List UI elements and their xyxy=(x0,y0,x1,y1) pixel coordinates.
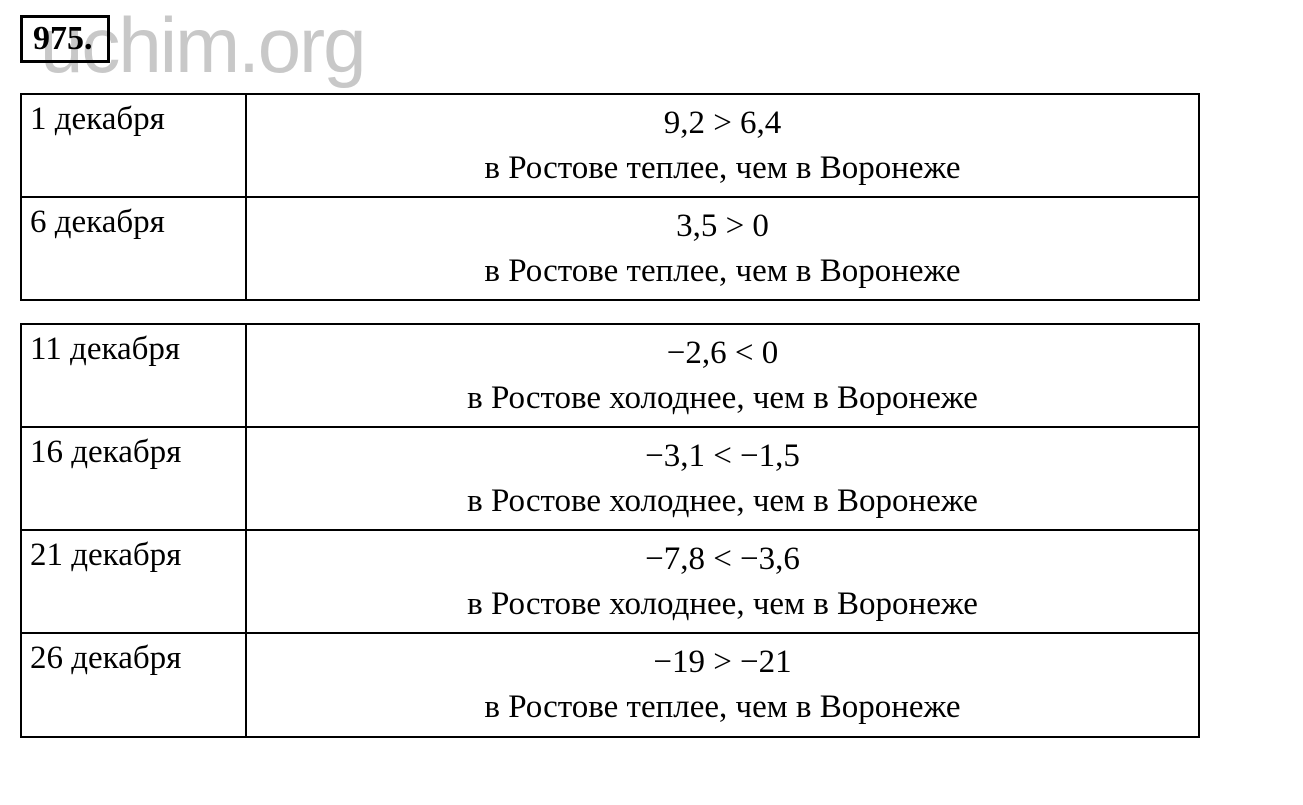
content-cell: −7,8 < −3,6 в Ростове холоднее, чем в Во… xyxy=(246,530,1199,633)
description-text: в Ростове холоднее, чем в Воронеже xyxy=(257,376,1188,421)
inequality-text: −3,1 < −1,5 xyxy=(257,434,1188,479)
description-text: в Ростове холоднее, чем в Воронеже xyxy=(257,582,1188,627)
content-cell: 3,5 > 0 в Ростове теплее, чем в Воронеже xyxy=(246,197,1199,300)
inequality-text: −2,6 < 0 xyxy=(257,331,1188,376)
table-row: 16 декабря −3,1 < −1,5 в Ростове холодне… xyxy=(21,427,1199,530)
date-cell: 16 декабря xyxy=(21,427,246,530)
content-cell: −2,6 < 0 в Ростове холоднее, чем в Ворон… xyxy=(246,324,1199,427)
temperature-table-1: 1 декабря 9,2 > 6,4 в Ростове теплее, че… xyxy=(20,93,1283,301)
table-row: 21 декабря −7,8 < −3,6 в Ростове холодне… xyxy=(21,530,1199,633)
inequality-text: −7,8 < −3,6 xyxy=(257,537,1188,582)
content-cell: −19 > −21 в Ростове теплее, чем в Вороне… xyxy=(246,633,1199,736)
date-cell: 21 декабря xyxy=(21,530,246,633)
table-row: 1 декабря 9,2 > 6,4 в Ростове теплее, че… xyxy=(21,94,1199,197)
inequality-text: 3,5 > 0 xyxy=(257,204,1188,249)
description-text: в Ростове холоднее, чем в Воронеже xyxy=(257,479,1188,524)
table-row: 26 декабря −19 > −21 в Ростове теплее, ч… xyxy=(21,633,1199,736)
problem-number: 975. xyxy=(33,20,93,57)
temperature-table-2: 11 декабря −2,6 < 0 в Ростове холоднее, … xyxy=(20,323,1283,737)
description-text: в Ростове теплее, чем в Воронеже xyxy=(257,685,1188,730)
content-cell: 9,2 > 6,4 в Ростове теплее, чем в Вороне… xyxy=(246,94,1199,197)
inequality-text: 9,2 > 6,4 xyxy=(257,101,1188,146)
description-text: в Ростове теплее, чем в Воронеже xyxy=(257,146,1188,191)
date-cell: 6 декабря xyxy=(21,197,246,300)
content-cell: −3,1 < −1,5 в Ростове холоднее, чем в Во… xyxy=(246,427,1199,530)
date-cell: 1 декабря xyxy=(21,94,246,197)
table-row: 11 декабря −2,6 < 0 в Ростове холоднее, … xyxy=(21,324,1199,427)
date-cell: 26 декабря xyxy=(21,633,246,736)
inequality-text: −19 > −21 xyxy=(257,640,1188,685)
table-row: 6 декабря 3,5 > 0 в Ростове теплее, чем … xyxy=(21,197,1199,300)
description-text: в Ростове теплее, чем в Воронеже xyxy=(257,249,1188,294)
date-cell: 11 декабря xyxy=(21,324,246,427)
problem-number-box: 975. xyxy=(20,15,110,63)
